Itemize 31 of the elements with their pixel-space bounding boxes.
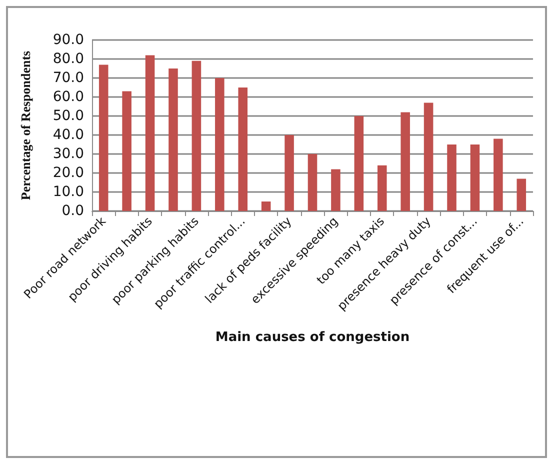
y-tick-label: 80.0 xyxy=(52,51,84,67)
bar xyxy=(238,88,248,211)
bar xyxy=(145,55,155,211)
y-tick-label: 0.0 xyxy=(62,203,84,219)
y-tick-label: 20.0 xyxy=(52,165,84,181)
bar xyxy=(192,60,202,211)
bar xyxy=(470,144,480,211)
bar xyxy=(331,169,340,211)
y-tick-label: 90.0 xyxy=(52,32,84,48)
y-tick-label: 40.0 xyxy=(52,127,84,143)
bar xyxy=(98,64,108,211)
y-axis-title: Percentage of Respondents xyxy=(18,50,33,200)
bar xyxy=(308,154,318,211)
bar xyxy=(377,165,387,211)
bar xyxy=(284,135,294,211)
bar xyxy=(122,91,132,211)
y-tick-label: 60.0 xyxy=(52,89,84,105)
bar xyxy=(400,112,410,211)
x-axis-title: Main causes of congestion xyxy=(215,330,410,345)
bar xyxy=(354,116,364,211)
bar xyxy=(516,178,526,211)
bar xyxy=(447,144,456,211)
y-tick-label: 50.0 xyxy=(52,108,84,124)
bar xyxy=(168,68,178,211)
bar xyxy=(424,102,434,211)
y-tick-label: 10.0 xyxy=(52,184,84,200)
bar xyxy=(494,138,503,211)
y-tick-label: 70.0 xyxy=(52,70,84,86)
bar xyxy=(215,78,224,211)
bar xyxy=(261,202,271,211)
y-tick-label: 30.0 xyxy=(52,146,84,162)
